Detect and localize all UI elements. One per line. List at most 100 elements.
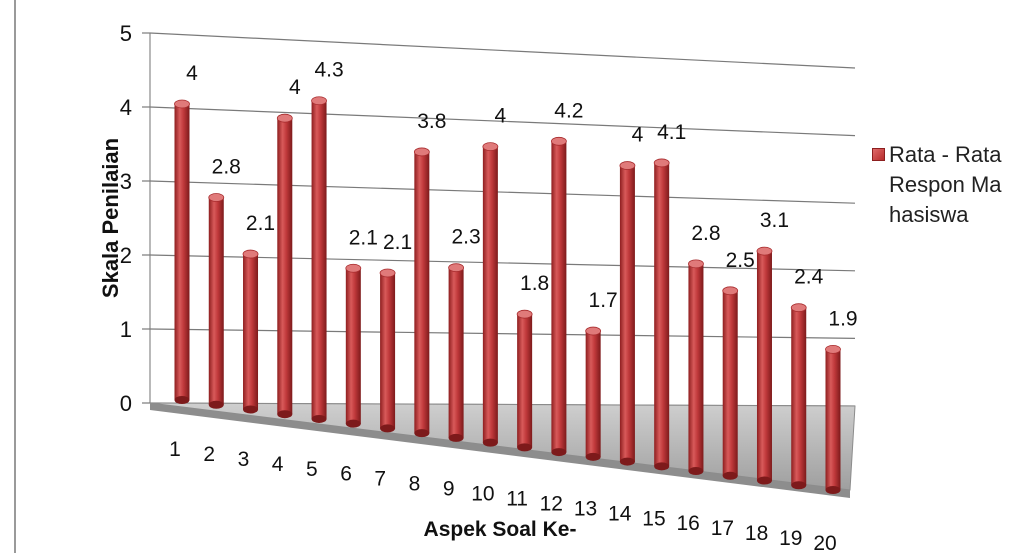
bar-body (174, 104, 190, 400)
bar-top (825, 344, 841, 354)
bar-top (756, 246, 773, 256)
bar (825, 344, 841, 494)
bar (550, 136, 567, 457)
x-tick-label: 5 (306, 458, 318, 481)
data-label: 2.1 (383, 231, 412, 254)
bar-top (276, 113, 293, 123)
bar (379, 268, 396, 433)
data-label: 3.1 (760, 209, 789, 232)
data-label: 2.5 (726, 249, 755, 272)
data-label: 4.1 (657, 121, 686, 144)
bar (174, 99, 190, 404)
bar-body (654, 162, 670, 467)
data-label: 3.8 (417, 110, 446, 133)
bar (653, 158, 670, 471)
bar-base (825, 486, 841, 494)
bar (345, 263, 362, 428)
bar-top (516, 309, 533, 319)
bar-top (585, 326, 602, 336)
bar-base (585, 452, 601, 461)
gridline (149, 254, 856, 272)
data-label: 4.2 (554, 99, 583, 122)
data-label: 1.7 (589, 289, 618, 312)
x-tick-label: 15 (642, 507, 665, 530)
bar-base (208, 400, 224, 409)
x-tick-label: 8 (409, 473, 421, 496)
bar-base (174, 396, 190, 404)
bar-body (208, 197, 224, 405)
data-label: 1.8 (520, 272, 549, 295)
bar-body (482, 146, 498, 443)
x-tick-label: 2 (203, 443, 215, 466)
chart-floor-edge (150, 403, 850, 498)
bar-top (482, 142, 499, 152)
y-tick-label: 3 (120, 169, 132, 194)
bar (413, 147, 430, 438)
bar-body (688, 263, 704, 472)
data-label: 2.4 (794, 266, 824, 289)
y-tick-label: 0 (120, 391, 132, 416)
bar-base (756, 476, 772, 485)
x-tick-label: 17 (711, 517, 734, 540)
bar-base (414, 429, 430, 438)
data-label: 2.3 (452, 226, 481, 249)
x-tick-label: 1 (169, 438, 181, 461)
x-tick-label: 12 (540, 492, 563, 515)
x-tick-label: 7 (374, 468, 386, 491)
x-tick-label: 6 (340, 463, 352, 486)
x-tick-label: 3 (238, 448, 250, 471)
x-tick-label: 13 (574, 497, 597, 520)
bar-body (825, 349, 841, 490)
gridline (149, 32, 856, 69)
bar (722, 286, 739, 480)
legend-swatch (872, 148, 885, 161)
bar-base (448, 433, 464, 442)
y-tick-label: 5 (120, 21, 132, 46)
bar-base (380, 424, 396, 433)
bar-body (756, 251, 772, 481)
bar-body (243, 254, 259, 410)
bar (242, 249, 259, 414)
data-label: 4 (186, 62, 198, 85)
bar-base (722, 471, 738, 480)
bar-top (790, 303, 807, 313)
x-tick-label: 4 (272, 453, 284, 476)
bar-body (380, 273, 396, 429)
bar-base (517, 443, 533, 452)
bar (276, 113, 293, 419)
bar-body (722, 290, 738, 476)
data-label: 4 (632, 124, 644, 147)
x-tick-label: 19 (779, 527, 802, 550)
bar (790, 303, 807, 490)
x-tick-label: 10 (471, 483, 494, 506)
bar-base (243, 405, 259, 414)
bar-top (174, 99, 190, 109)
y-tick-label: 4 (120, 95, 132, 120)
data-label: 4 (495, 105, 507, 128)
bar-base (345, 419, 361, 428)
data-label: 2.1 (246, 212, 275, 235)
bar-top (653, 158, 670, 168)
bar (516, 309, 533, 452)
bar (482, 142, 499, 447)
bar-body (517, 314, 533, 448)
bar-body (551, 141, 567, 453)
bar-base (654, 462, 670, 471)
bar (311, 96, 327, 423)
bar-body (277, 118, 293, 415)
y-tick-label: 2 (120, 243, 132, 268)
bar (688, 259, 704, 476)
legend-label: Rata - Rata Respon Mahasiswa (889, 142, 1002, 227)
bar-top (208, 193, 225, 202)
bar-body (414, 151, 430, 434)
x-tick-label: 9 (443, 478, 455, 501)
data-label: 4 (289, 76, 301, 99)
x-axis-title: Aspek Soal Ke- (424, 518, 577, 541)
bar-base (688, 467, 704, 476)
bar-body (791, 307, 807, 486)
gridline (149, 106, 856, 137)
bar-top (345, 263, 362, 273)
bar-base (277, 410, 293, 419)
bar (756, 246, 773, 485)
